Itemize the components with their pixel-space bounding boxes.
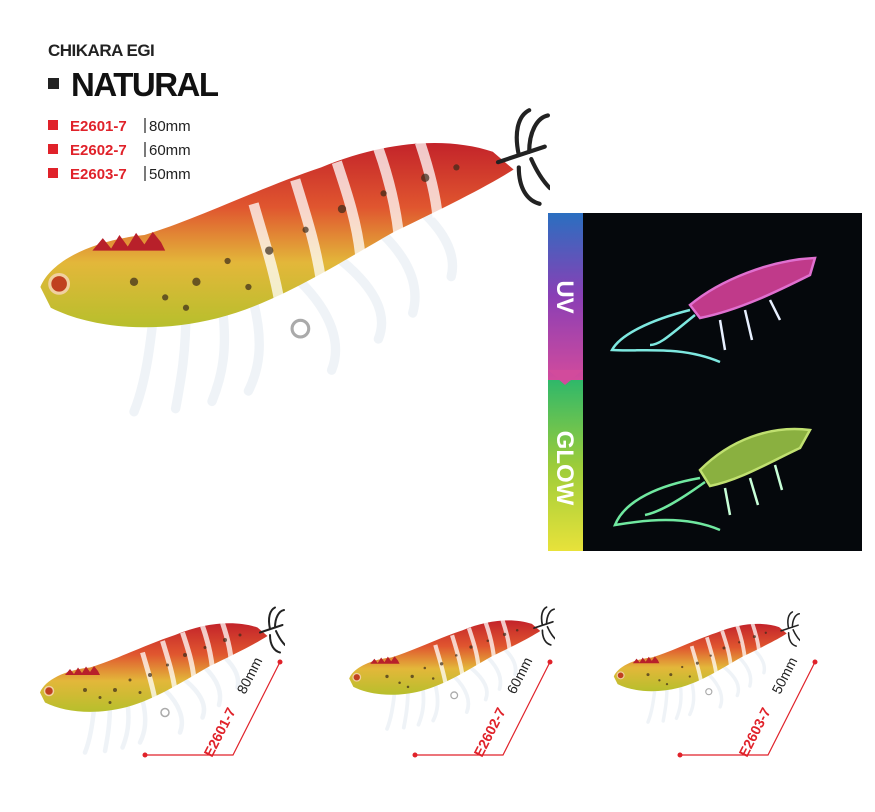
glow-strip	[548, 380, 583, 551]
arrow	[548, 370, 583, 385]
uv-strip	[548, 213, 583, 380]
dot	[277, 659, 283, 665]
model-size: 50mm	[149, 166, 191, 183]
model-code: E2602-7	[70, 142, 127, 159]
model-size: 80mm	[149, 118, 191, 135]
bullet	[48, 144, 58, 154]
uv-shrimp	[609, 256, 817, 364]
thumbnail-size: 60mm	[503, 654, 535, 696]
series-title: NATURAL	[71, 66, 219, 103]
dimension-line	[145, 661, 281, 756]
thumbnail-code: E2602-7	[470, 705, 508, 760]
mode-label: UV	[551, 280, 578, 313]
uv-glow-panel: UV GLOW	[548, 213, 862, 551]
dot	[812, 659, 818, 665]
thumbnail: E2601-7 80mm	[40, 608, 285, 760]
dot	[677, 752, 683, 758]
model-size: 60mm	[149, 142, 191, 159]
dimension-line	[680, 661, 816, 756]
thumbnail: E2602-7 60mm	[349, 607, 555, 759]
bullet	[48, 78, 59, 89]
model-code: E2601-7	[70, 118, 127, 135]
dot	[412, 752, 418, 758]
bullet	[48, 120, 58, 130]
model-code: E2603-7	[70, 166, 127, 183]
dot	[142, 752, 148, 758]
thumbnail-size: 50mm	[768, 654, 800, 696]
dark-photo	[548, 213, 862, 551]
dot	[547, 659, 553, 665]
thumbnail-code: E2601-7	[200, 705, 238, 760]
bullet	[48, 168, 58, 178]
model-list: E2601-7 80mm E2602-7 60mm E2603-7 50mm	[48, 118, 191, 183]
thumbnail: E2603-7 50mm	[611, 610, 818, 760]
thumbnail-image	[611, 610, 800, 724]
thumbnail-code: E2603-7	[735, 705, 773, 760]
dimension-line	[415, 661, 551, 756]
mode-label: GLOW	[551, 431, 578, 506]
glow-shrimp	[613, 427, 812, 532]
brand: CHIKARA EGI	[48, 41, 154, 60]
